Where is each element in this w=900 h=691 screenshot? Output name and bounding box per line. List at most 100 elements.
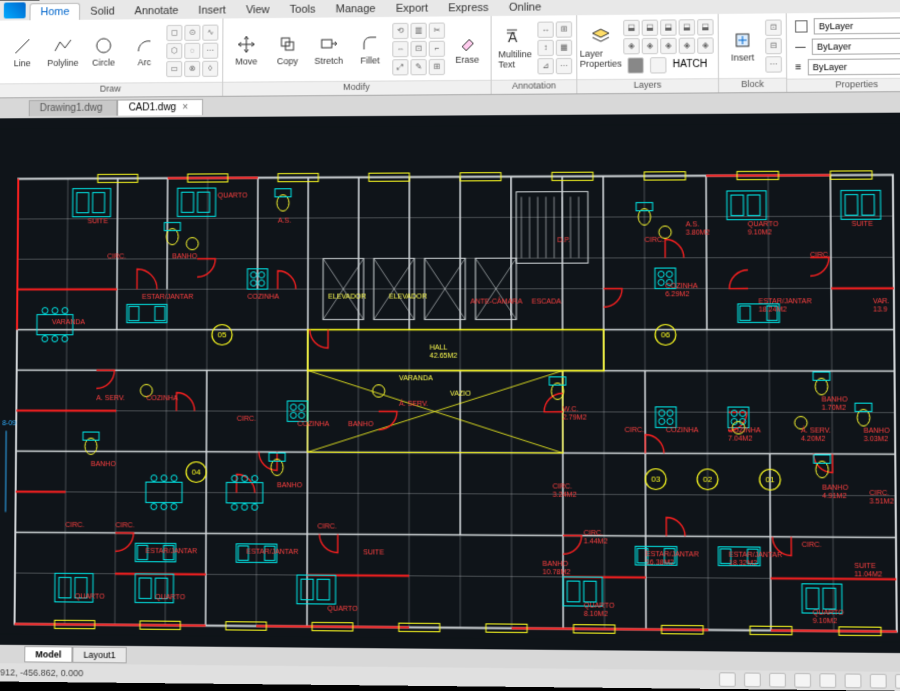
draw-sm-2[interactable]: ⊙ — [184, 24, 200, 40]
snap-toggle[interactable] — [719, 672, 736, 687]
osnap-toggle[interactable] — [819, 673, 836, 688]
ly7[interactable]: ◈ — [642, 37, 658, 53]
panel-layers: Layer Properties ⬓⬓⬓⬓⬓ ◈◈◈◈◈ HATCH Layer… — [577, 14, 719, 93]
draw-sm-3[interactable]: ∿ — [202, 24, 218, 40]
bl1[interactable]: ⊡ — [765, 19, 782, 35]
svg-text:18.24M2: 18.24M2 — [759, 307, 787, 314]
color-swatch[interactable] — [795, 20, 808, 32]
polyline-button[interactable]: Polyline — [44, 22, 82, 80]
menutab-home[interactable]: Home — [30, 3, 81, 20]
doctab-cad1[interactable]: CAD1.dwg× — [117, 99, 203, 116]
svg-text:2.79M2: 2.79M2 — [563, 415, 587, 422]
ltype-combo[interactable]: ByLayer — [808, 58, 900, 75]
draw-sm-4[interactable]: ⬡ — [166, 42, 182, 58]
draw-sm-7[interactable]: ▭ — [166, 60, 182, 76]
dim-sm-1[interactable]: ↔ — [537, 21, 553, 37]
drawing-canvas[interactable]: 0504060302018-09SUITEQUARTOCIRC.BANHOA.S… — [0, 113, 900, 654]
color-combo[interactable]: ByLayer — [814, 17, 900, 34]
text-icon: A — [505, 26, 525, 46]
lwt-toggle[interactable] — [870, 674, 887, 689]
mod-sm-1[interactable]: ⟲ — [392, 22, 408, 38]
draw-sm-8[interactable]: ⊗ — [184, 60, 200, 76]
linetype-icon: ≡ — [795, 62, 801, 73]
svg-text:9.10M2: 9.10M2 — [813, 618, 838, 625]
circle-button[interactable]: Circle — [85, 22, 123, 80]
ly6[interactable]: ◈ — [623, 38, 639, 54]
menutab-insert[interactable]: Insert — [188, 2, 236, 18]
hatch-sw2[interactable] — [650, 57, 666, 73]
doctab-drawing1[interactable]: Drawing1.dwg — [29, 100, 118, 117]
ly2[interactable]: ⬓ — [642, 19, 658, 35]
ly10[interactable]: ◈ — [697, 37, 714, 53]
ly8[interactable]: ◈ — [660, 37, 677, 53]
draw-sm-9[interactable]: ◊ — [202, 60, 218, 76]
mod-sm-6[interactable]: ⌐ — [429, 40, 445, 56]
dim-sm-5[interactable]: ⊿ — [537, 58, 553, 74]
dim-sm-4[interactable]: ▦ — [556, 39, 572, 55]
dim-sm-6[interactable]: ⋯ — [556, 57, 572, 73]
menutab-manage[interactable]: Manage — [325, 1, 385, 18]
svg-text:ESTAR/JANTAR: ESTAR/JANTAR — [646, 552, 699, 560]
hatch-sw[interactable] — [627, 57, 643, 73]
svg-text:COZINHA: COZINHA — [297, 421, 329, 428]
ly1[interactable]: ⬓ — [623, 19, 639, 35]
mod-sm-3[interactable]: ✂ — [429, 22, 445, 38]
insert-button[interactable]: Insert — [723, 16, 763, 75]
hatch-label: HATCH — [673, 59, 708, 70]
dim-sm-3[interactable]: ↕ — [537, 39, 553, 55]
mtext-button[interactable]: AMultiline Text — [496, 18, 535, 77]
menutab-tools[interactable]: Tools — [280, 1, 326, 18]
model-toggle[interactable] — [895, 674, 900, 689]
svg-text:8.10M2: 8.10M2 — [584, 611, 608, 618]
model-tab[interactable]: Model — [24, 646, 72, 663]
svg-text:BANHO: BANHO — [822, 397, 849, 404]
copy-button[interactable]: Copy — [268, 20, 306, 79]
menutab-annotate[interactable]: Annotate — [125, 3, 189, 20]
svg-text:4.91M2: 4.91M2 — [822, 493, 846, 500]
otrack-toggle[interactable] — [845, 673, 862, 688]
layout1-tab[interactable]: Layout1 — [72, 646, 126, 663]
svg-text:SUITE: SUITE — [87, 219, 108, 226]
mod-sm-2[interactable]: ▥ — [410, 22, 426, 38]
menutab-online[interactable]: Online — [499, 0, 552, 16]
draw-sm-5[interactable]: ◌ — [184, 42, 200, 58]
bl2[interactable]: ⊟ — [765, 37, 782, 53]
menutab-express[interactable]: Express — [438, 0, 499, 17]
svg-text:CIRC.: CIRC. — [237, 416, 256, 423]
draw-sm-1[interactable]: ◻ — [166, 24, 182, 40]
menutab-export[interactable]: Export — [386, 0, 438, 17]
mod-sm-5[interactable]: ⊡ — [410, 40, 426, 56]
ly5[interactable]: ⬓ — [697, 19, 714, 35]
svg-text:CIRC.: CIRC. — [869, 491, 889, 498]
dim-sm-2[interactable]: ⊞ — [556, 21, 572, 37]
ly4[interactable]: ⬓ — [679, 19, 696, 35]
mod-sm-7[interactable]: ⤢ — [392, 59, 408, 75]
mod-sm-8[interactable]: ✎ — [410, 59, 426, 75]
menutab-solid[interactable]: Solid — [80, 3, 124, 19]
svg-text:VARANDA: VARANDA — [52, 320, 85, 327]
polar-toggle[interactable] — [794, 673, 811, 688]
svg-text:SUITE: SUITE — [852, 221, 874, 228]
ly9[interactable]: ◈ — [679, 37, 696, 53]
lineweight-icon: — — [795, 41, 805, 52]
stretch-button[interactable]: Stretch — [310, 20, 348, 79]
svg-text:COZINHA: COZINHA — [728, 428, 761, 435]
line-button[interactable]: Line — [3, 23, 41, 81]
close-icon[interactable]: × — [182, 102, 188, 113]
panel-anno-title: Annotation — [492, 79, 577, 94]
bl3[interactable]: ⋯ — [765, 56, 782, 72]
mod-sm-9[interactable]: ⊞ — [429, 58, 445, 74]
svg-text:7.04M2: 7.04M2 — [728, 436, 752, 443]
menutab-view[interactable]: View — [236, 2, 280, 18]
svg-text:10.78M2: 10.78M2 — [542, 570, 570, 577]
ly3[interactable]: ⬓ — [660, 19, 676, 35]
move-button[interactable]: Move — [227, 21, 265, 80]
mod-sm-4[interactable]: ⇔ — [392, 40, 408, 56]
erase-button[interactable]: Erase — [448, 19, 487, 78]
lweight-combo[interactable]: ByLayer — [812, 38, 900, 55]
layerprops-button[interactable]: Layer Properties — [581, 17, 620, 76]
draw-sm-6[interactable]: ⋯ — [202, 42, 218, 58]
svg-text:A: A — [508, 29, 518, 45]
arc-button[interactable]: Arc — [125, 22, 163, 80]
fillet-button[interactable]: Fillet — [351, 19, 389, 78]
